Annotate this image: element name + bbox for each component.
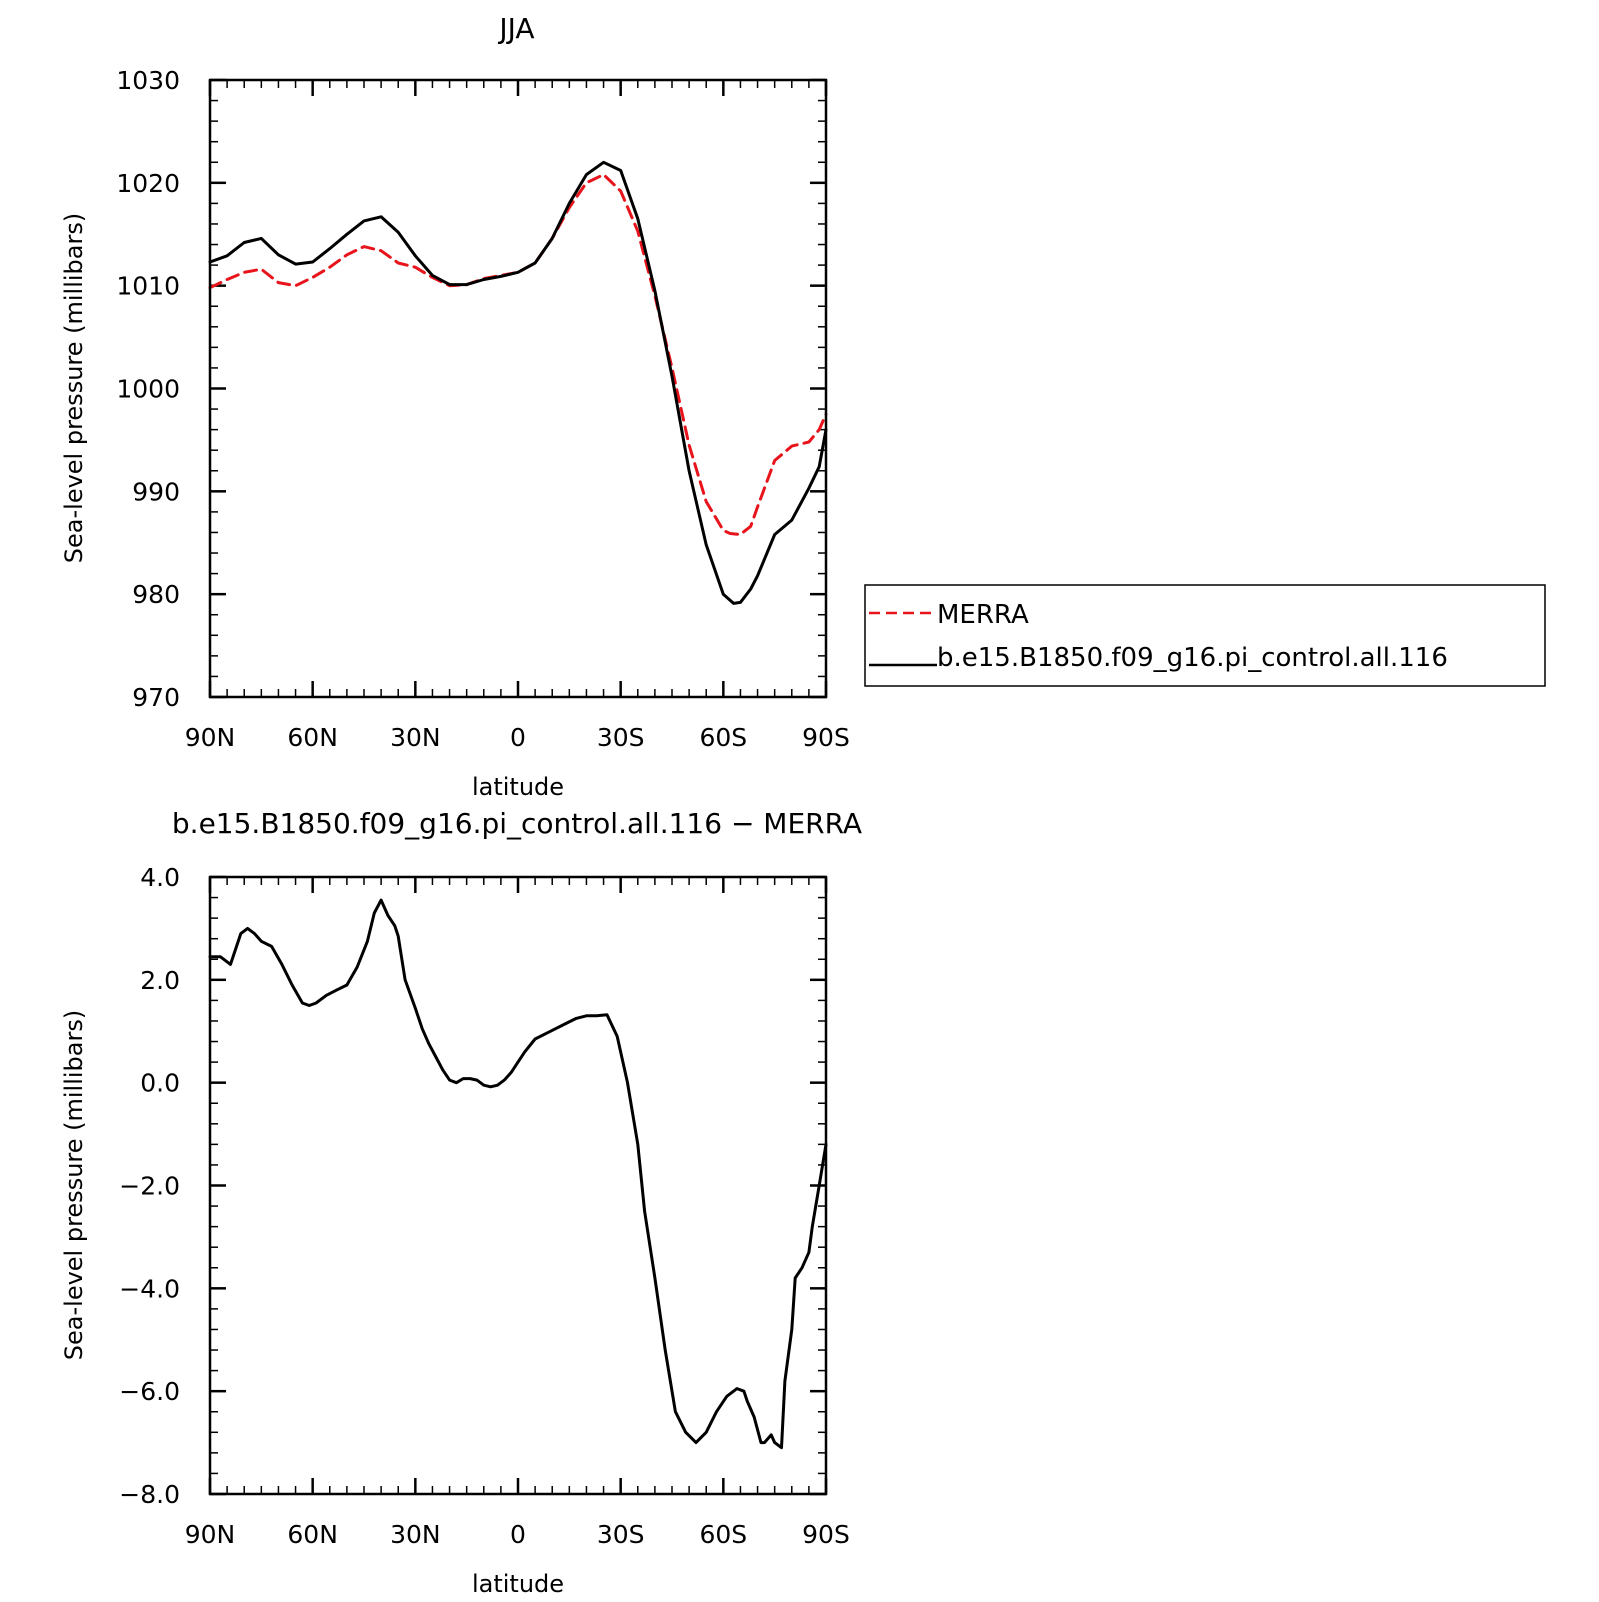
legend-model-label: b.e15.B1850.f09_g16.pi_control.all.116 [937,643,1448,673]
y-tick-label: 0.0 [140,1069,180,1098]
y-tick-label: 1010 [116,272,180,301]
y-tick-label: 1020 [116,169,180,198]
x-tick-label: 60N [287,1520,338,1549]
x-tick-label: 30N [390,723,441,752]
y-tick-label: 1030 [116,66,180,95]
bottom-panel: b.e15.B1850.f09_g16.pi_control.all.116 −… [60,807,862,1598]
y-tick-label: 1000 [116,375,180,404]
top-plot-frame [208,78,828,699]
top-panel: JJA 970 980 990 1000 1010 1020 1030 90N 60N 30N 0 3… [60,12,850,801]
bottom-plot-frame [208,875,828,1496]
bottom-y-axis-label: Sea-level pressure (millibars) [60,1010,88,1360]
x-tick-label: 90N [185,1520,236,1549]
top-panel-series [208,160,828,605]
model-series-line [208,160,828,605]
x-tick-label: 30N [390,1520,441,1549]
x-tick-label: 30S [597,723,645,752]
x-tick-label: 60S [699,1520,747,1549]
legend: MERRA b.e15.B1850.f09_g16.pi_control.all… [864,584,1546,687]
y-tick-label: 2.0 [140,966,180,995]
difference-series-line [208,898,828,1450]
bottom-panel-series [208,898,828,1450]
legend-merra-label: MERRA [937,600,1029,630]
bottom-x-axis-label: latitude [472,1570,564,1598]
bottom-panel-title: b.e15.B1850.f09_g16.pi_control.all.116 −… [172,807,862,840]
y-tick-label: 980 [132,580,180,609]
y-tick-label: 4.0 [140,863,180,892]
bottom-panel-axes: −8.0 −6.0 −4.0 −2.0 0.0 2.0 4.0 90N 60N 30N 0 30S 60… [119,863,850,1549]
y-tick-label: −2.0 [119,1172,180,1201]
top-panel-title: JJA [497,12,534,45]
x-tick-label: 0 [510,723,526,752]
x-tick-label: 30S [597,1520,645,1549]
y-tick-label: −4.0 [119,1274,180,1303]
y-tick-label: 990 [132,477,180,506]
x-tick-label: 60S [699,723,747,752]
top-x-axis-label: latitude [472,773,564,801]
x-tick-label: 90S [802,723,850,752]
x-tick-label: 0 [510,1520,526,1549]
y-tick-label: −6.0 [119,1377,180,1406]
x-tick-label: 90N [185,723,236,752]
y-tick-label: −8.0 [119,1480,180,1509]
y-tick-label: 970 [132,683,180,712]
x-tick-label: 90S [802,1520,850,1549]
merra-series-line [208,173,828,536]
x-tick-label: 60N [287,723,338,752]
top-y-axis-label: Sea-level pressure (millibars) [60,213,88,563]
top-panel-axes: 970 980 990 1000 1010 1020 1030 90N 60N 30N 0 30S 60… [116,66,849,752]
legend-box [864,584,1546,687]
